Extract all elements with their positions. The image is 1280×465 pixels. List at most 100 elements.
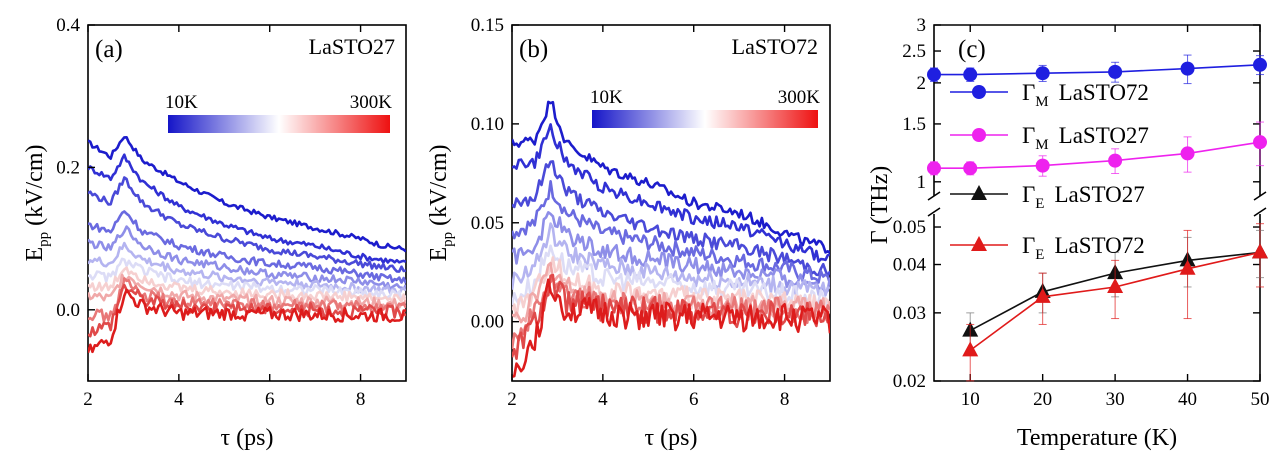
axis-break-mark-left-2: [927, 207, 941, 217]
y-tick-label: 0.15: [471, 15, 504, 36]
panel-a-y-axis-label-unit: (kV/cm): [22, 145, 48, 232]
series-line-150K: [512, 244, 830, 309]
series-line-100K: [88, 225, 406, 291]
x-tick-label: 6: [689, 389, 699, 410]
legend-marker: [971, 236, 987, 251]
panel-a-sample-label: LaSTO27: [309, 34, 395, 59]
panel-a: 2 4 6 8 0.0 0.2 0.4 (a) LaSTO27 10K 300K τ (ps…: [22, 15, 407, 451]
series-line-75K: [512, 180, 830, 284]
series-line-75K: [88, 210, 406, 284]
panel-a-y-axis-label: Epp (kV/cm): [22, 145, 52, 262]
y-tick-label: 0.10: [471, 114, 504, 135]
x-tick-label: 30: [1106, 389, 1125, 410]
data-point: [963, 67, 978, 82]
panel-a-y-axis-label-sub: pp: [36, 232, 52, 247]
x-tick-label: 2: [507, 389, 517, 410]
series-E-LaSTO72: [962, 223, 1268, 382]
legend-text: ΓM LaSTO72: [1022, 80, 1149, 110]
y-tick-label: 0.4: [56, 15, 80, 36]
data-point: [1253, 57, 1267, 72]
legend-symbol: Γ: [1022, 182, 1035, 207]
legend-gamma-e-lasto27: ΓE LaSTO27: [950, 182, 1145, 212]
data-point: [927, 67, 941, 82]
data-point: [1107, 277, 1124, 293]
legend-text: ΓM LaSTO27: [1022, 123, 1149, 153]
series-line-100K: [512, 211, 830, 295]
x-tick-label: 50: [1251, 389, 1270, 410]
legend-marker: [971, 185, 987, 200]
panel-a-lines: [88, 136, 406, 354]
legend-marker: [972, 85, 986, 99]
x-tick-label: 4: [174, 389, 184, 410]
y-tick-label: 3: [917, 15, 927, 36]
data-point: [1108, 64, 1123, 79]
panel-a-label: (a): [95, 36, 123, 63]
panel-a-frame: [87, 24, 407, 382]
legend-gamma-m-lasto27: ΓM LaSTO27: [950, 123, 1149, 153]
x-tick-label: 6: [265, 389, 275, 410]
data-point: [1180, 61, 1195, 76]
y-tick-label: 2.5: [902, 41, 926, 62]
data-point: [1253, 135, 1267, 150]
series-line-300K: [88, 288, 406, 354]
series-line-200K: [512, 261, 830, 324]
series-line-175K: [512, 256, 830, 320]
y-tick-label: 0.05: [471, 213, 504, 234]
series-line-10K: [512, 100, 830, 254]
legend-gamma-m-lasto72: ΓM LaSTO72: [950, 80, 1149, 110]
y-tick-label: 0.05: [893, 217, 926, 238]
data-point: [1108, 153, 1123, 168]
panel-a-y-axis-label-main: E: [22, 247, 48, 262]
panel-a-x-axis-label: τ (ps): [221, 425, 274, 451]
y-tick-label: 1: [917, 172, 927, 193]
axis-break-mark-right-2: [1253, 207, 1267, 217]
legend-gamma-e-lasto72: ΓE LaSTO72: [950, 233, 1145, 263]
x-tick-label: 20: [1033, 389, 1052, 410]
panel-b-frame: [511, 24, 831, 382]
series-line-125K: [88, 241, 406, 296]
series-line-50K: [88, 176, 406, 273]
series-M-LaSTO27: [927, 121, 1267, 177]
legend-sub: E: [1035, 196, 1044, 212]
panel-a-colorbar-min: 10K: [165, 92, 198, 113]
panel-b-colorbar: [592, 110, 818, 128]
panel-b-y-axis-label-sub: pp: [440, 232, 456, 247]
panel-b-x-axis-label: τ (ps): [645, 425, 698, 451]
y-tick-label: 0.0: [56, 300, 80, 321]
legend-name: LaSTO27: [1054, 182, 1144, 207]
panel-b-colorbar-min: 10K: [590, 87, 623, 108]
x-tick-label: 10: [961, 389, 980, 410]
panel-b-colorbar-max: 300K: [778, 87, 821, 108]
legend-marker: [972, 128, 986, 142]
data-point: [1252, 243, 1268, 259]
data-point: [927, 161, 941, 176]
legend-name: LaSTO72: [1059, 80, 1149, 105]
legend-name: LaSTO72: [1054, 233, 1144, 258]
series-line-300K: [512, 278, 830, 378]
axis-break-mark-right-1: [1253, 191, 1267, 201]
panel-b-lines: [512, 100, 830, 378]
series-line-10K: [88, 136, 406, 253]
panel-c-y-axis-label: Γ (THz): [867, 166, 893, 245]
panel-b-y-axis-label-main: E: [426, 247, 452, 262]
panel-c-x-axis-label: Temperature (K): [1017, 425, 1177, 451]
data-point: [963, 161, 978, 176]
legend-text: ΓE LaSTO72: [1022, 233, 1145, 263]
y-tick-label: 0.03: [893, 303, 926, 324]
series-line: [934, 64, 1261, 76]
y-tick-label: 0.02: [893, 371, 926, 392]
y-tick-label: 1.5: [902, 114, 926, 135]
legend-sub: E: [1035, 247, 1044, 263]
x-tick-label: 40: [1178, 389, 1197, 410]
data-point: [1035, 158, 1050, 173]
series-M-LaSTO72: [927, 54, 1267, 85]
legend-text: ΓE LaSTO27: [1022, 182, 1145, 212]
legend-symbol: Γ: [1022, 233, 1035, 258]
series-line-50K: [512, 160, 830, 278]
panel-c-series: [927, 54, 1268, 382]
legend-name: LaSTO27: [1059, 123, 1149, 148]
legend-sub: M: [1035, 94, 1048, 110]
y-tick-label: 0.04: [893, 255, 927, 276]
